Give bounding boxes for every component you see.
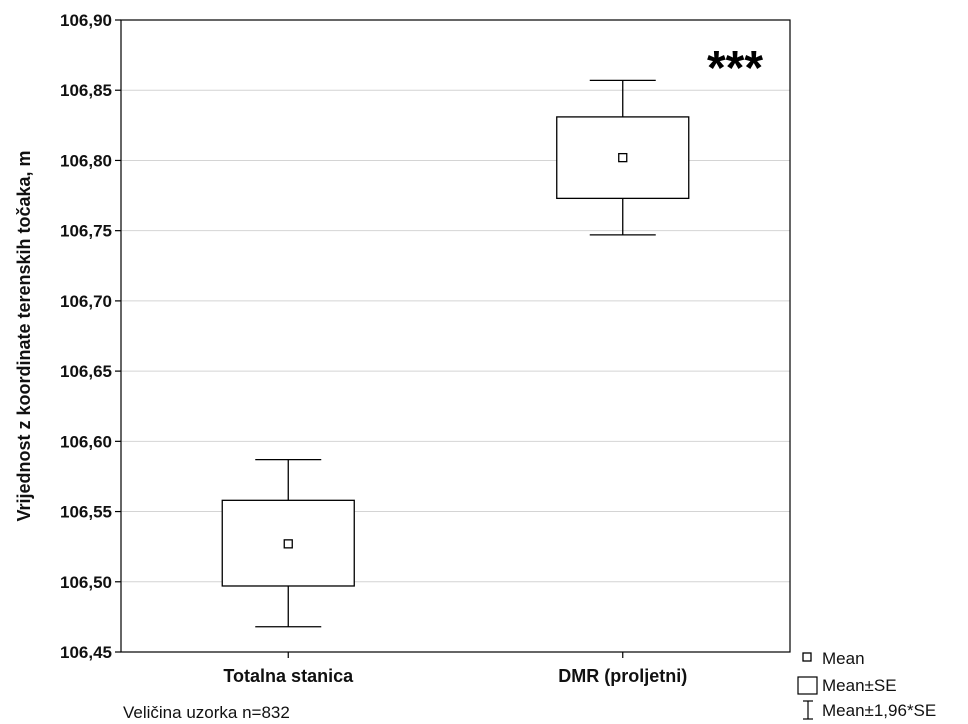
y-tick-label: 106,50	[60, 573, 112, 592]
se-box	[556, 116, 690, 200]
sample-size-note: Veličina uzorka n=832	[123, 703, 290, 722]
y-tick-label: 106,80	[60, 151, 112, 170]
x-category-label: Totalna stanica	[223, 666, 354, 686]
significance-marker: ***	[707, 42, 763, 95]
x-category-label: DMR (proljetni)	[558, 666, 687, 686]
mean-marker	[618, 152, 628, 163]
legend-se-label: Mean±SE	[822, 676, 897, 695]
legend-se-icon	[797, 676, 818, 695]
x-axis-categories: Totalna stanica DMR (proljetni)	[223, 652, 687, 686]
legend-ci-label: Mean±1,96*SE	[822, 701, 936, 720]
box-1	[221, 458, 355, 628]
legend-mean-label: Mean	[822, 649, 865, 668]
y-axis-label: Vrijednost z koordinate terenskih točaka…	[14, 150, 34, 521]
box-series	[221, 79, 690, 628]
mean-marker	[283, 539, 293, 549]
y-tick-label: 106,85	[60, 81, 112, 100]
y-tick-label: 106,70	[60, 292, 112, 311]
plot-frame	[120, 19, 791, 653]
box-2	[556, 79, 690, 236]
legend: Mean Mean±SE Mean±1,96*SE	[797, 649, 936, 720]
legend-mean-icon	[802, 652, 812, 662]
gridlines	[121, 89, 790, 583]
y-tick-label: 106,45	[60, 643, 112, 662]
y-tick-label: 106,90	[60, 11, 112, 30]
y-tick-label: 106,65	[60, 362, 112, 381]
y-tick-label: 106,60	[60, 432, 112, 451]
legend-ci-icon	[803, 700, 813, 720]
y-axis-ticks: 106,45 106,50 106,55 106,60 106,65 106,70 106,…	[60, 11, 121, 662]
y-tick-label: 106,75	[60, 222, 112, 241]
y-tick-label: 106,55	[60, 503, 112, 522]
